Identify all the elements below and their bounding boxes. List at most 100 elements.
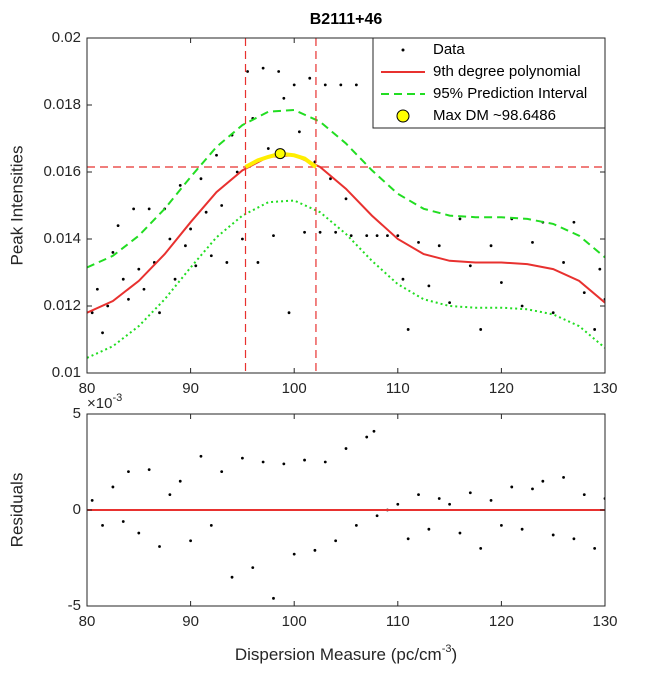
data-point xyxy=(204,210,208,214)
data-point xyxy=(468,491,472,495)
legend-label: 9th degree polynomial xyxy=(433,63,581,80)
data-point xyxy=(437,497,441,500)
data-point xyxy=(303,458,306,462)
data-point xyxy=(287,311,291,315)
data-point xyxy=(158,311,161,315)
x-tick-label: 120 xyxy=(489,380,514,397)
data-point xyxy=(372,429,376,433)
x-tick-label: 80 xyxy=(79,613,96,630)
data-point xyxy=(396,234,400,238)
legend-label: Data xyxy=(433,41,465,58)
data-point xyxy=(111,485,115,489)
y-tick-label: -5 xyxy=(68,597,81,614)
data-point xyxy=(593,328,597,331)
data-point xyxy=(582,291,586,294)
fit-line xyxy=(87,154,605,314)
data-point xyxy=(95,287,99,291)
data-point xyxy=(396,502,400,506)
data-point xyxy=(246,70,249,73)
y-tick-label: 0 xyxy=(73,501,81,518)
data-point xyxy=(251,566,255,569)
data-point xyxy=(354,523,358,527)
plot-layer xyxy=(87,429,605,600)
data-point xyxy=(329,177,332,181)
data-point xyxy=(194,264,198,268)
data-point xyxy=(272,596,275,600)
data-point xyxy=(142,287,146,291)
x-tick-label: 90 xyxy=(182,380,199,397)
data-point xyxy=(199,454,203,458)
x-tick-label: 130 xyxy=(592,380,617,397)
y-tick-label: 0.012 xyxy=(43,297,81,314)
data-point xyxy=(127,470,130,473)
data-point xyxy=(354,83,358,87)
data-point xyxy=(137,267,141,271)
data-point xyxy=(313,548,317,552)
data-point xyxy=(365,234,369,238)
data-point xyxy=(132,207,136,211)
data-point xyxy=(168,493,172,497)
y-tick-label: 0.016 xyxy=(43,163,81,180)
data-point xyxy=(489,499,493,502)
data-point xyxy=(323,83,327,87)
chart-title: B2111+46 xyxy=(310,11,383,28)
x-axis-label: Dispersion Measure (pc/cm-3) xyxy=(235,643,457,665)
data-point xyxy=(458,217,462,221)
data-point xyxy=(582,493,586,497)
data-point xyxy=(531,240,534,244)
data-point xyxy=(209,523,213,527)
fit-line xyxy=(87,108,605,269)
x-axis-label-sup: -3 xyxy=(442,643,452,655)
data-point xyxy=(106,304,110,308)
data-point xyxy=(417,240,420,244)
data-point xyxy=(427,527,431,531)
data-point xyxy=(375,514,379,518)
data-point xyxy=(178,479,182,483)
data-point xyxy=(401,277,405,281)
data-point xyxy=(386,234,389,238)
data-point xyxy=(121,520,125,523)
x-axis-label-text: Dispersion Measure (pc/cm xyxy=(235,645,442,664)
data-point xyxy=(572,537,576,541)
data-point xyxy=(189,539,193,543)
legend-label: Max DM ~98.6486 xyxy=(433,107,556,124)
data-point xyxy=(297,130,301,134)
data-point xyxy=(282,96,286,100)
data-point xyxy=(292,552,296,556)
data-point xyxy=(339,83,343,87)
data-point xyxy=(168,237,172,241)
data-point xyxy=(510,485,514,489)
x-tick-label: 90 xyxy=(182,613,199,630)
data-point xyxy=(551,533,555,537)
data-point xyxy=(256,261,260,264)
data-point xyxy=(593,547,597,550)
data-point xyxy=(101,523,104,527)
data-point xyxy=(562,475,565,479)
x-tick-label: 110 xyxy=(386,380,410,397)
data-point xyxy=(334,230,338,234)
data-point xyxy=(417,493,420,497)
data-point xyxy=(137,531,141,535)
data-point xyxy=(189,227,193,231)
data-point xyxy=(479,547,483,550)
data-point xyxy=(241,456,244,460)
data-point xyxy=(500,523,503,527)
data-point xyxy=(318,230,322,234)
data-point xyxy=(147,207,151,211)
data-point xyxy=(261,66,265,70)
data-point xyxy=(184,244,187,248)
axes-box xyxy=(86,37,606,374)
data-point xyxy=(541,479,545,483)
data-point xyxy=(292,83,296,87)
y-tick-label: 0.01 xyxy=(52,364,81,381)
data-point xyxy=(489,244,493,248)
data-point xyxy=(303,230,306,234)
y-exponent: ×10-3 xyxy=(87,392,122,412)
y-tick-label: 0.02 xyxy=(52,29,81,46)
data-point xyxy=(121,277,125,281)
data-point xyxy=(235,170,239,174)
data-point xyxy=(448,502,451,506)
data-point xyxy=(479,328,483,331)
data-point xyxy=(90,311,94,315)
data-point xyxy=(308,76,312,80)
